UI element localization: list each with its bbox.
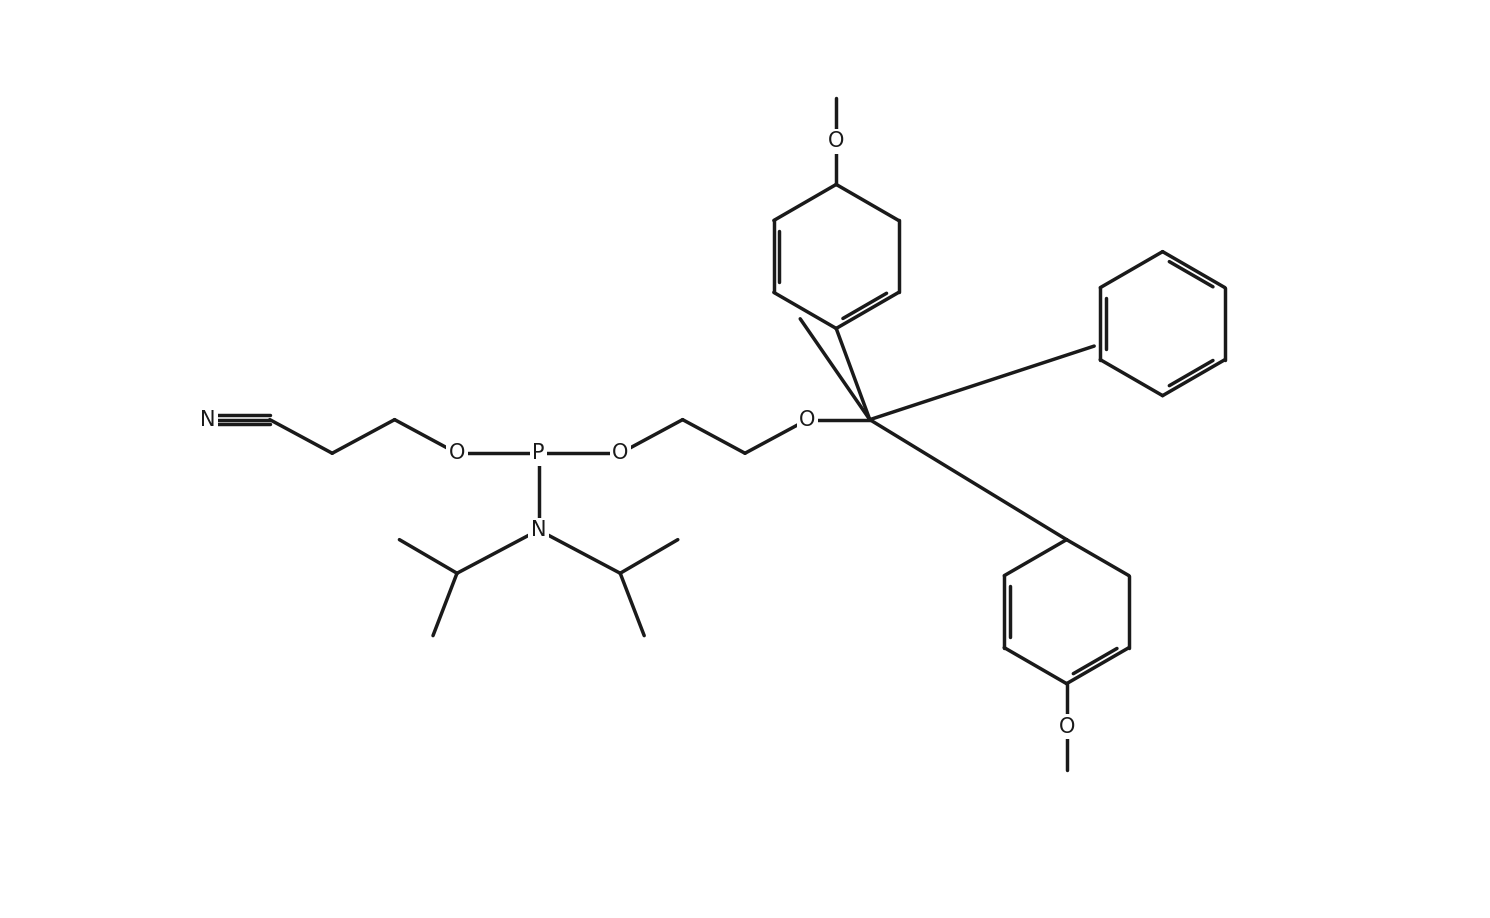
Text: P: P	[532, 443, 545, 464]
Text: O: O	[612, 443, 629, 464]
Text: O: O	[1058, 717, 1074, 737]
Text: O: O	[799, 409, 815, 430]
Text: N: N	[530, 520, 547, 540]
Text: N: N	[200, 409, 215, 430]
Text: O: O	[448, 443, 465, 464]
Text: O: O	[828, 131, 845, 151]
